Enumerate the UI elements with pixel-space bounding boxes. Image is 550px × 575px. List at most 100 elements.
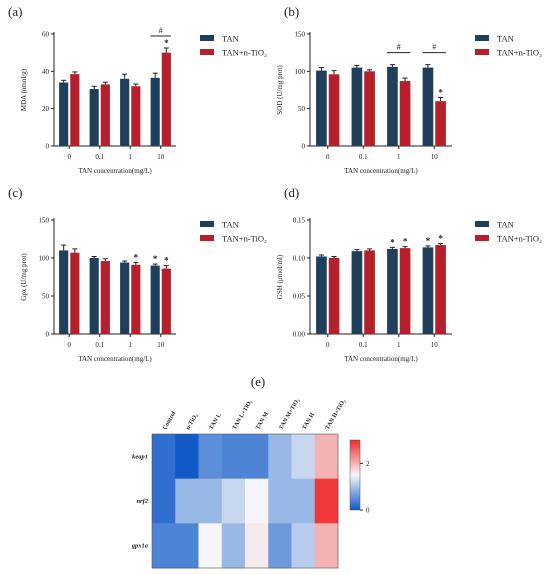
heatmap-cell	[314, 434, 339, 480]
y-tick-label: 150	[39, 217, 50, 225]
bar	[422, 67, 434, 146]
bar	[364, 71, 375, 146]
heatmap-column-label: TAN L+TiO₂	[232, 399, 254, 431]
legend-label: TAN+n-TiO₂	[497, 48, 542, 58]
heatmap-cell	[221, 523, 246, 569]
y-tick-label: 50	[298, 105, 306, 113]
y-axis-label: GSH (μmol/ml)	[276, 254, 284, 299]
y-tick-label: 0.15	[293, 217, 306, 225]
heatmap-cell	[291, 478, 316, 524]
legend-label: TAN	[222, 220, 239, 230]
heatmap-cell	[268, 523, 292, 569]
y-tick-label: 100	[295, 68, 306, 76]
heatmap-cell	[221, 478, 246, 524]
y-tick-label: 40	[42, 68, 50, 76]
bar	[351, 251, 363, 334]
legend-swatch	[200, 235, 214, 241]
heatmap-cell	[314, 478, 339, 524]
x-tick-label: 1	[129, 341, 133, 349]
x-tick-label: 0	[68, 153, 72, 161]
legend-swatch	[475, 221, 489, 227]
bar	[422, 247, 434, 334]
panel-c: (c) 0 50 100 150 Gpx (U/mg prot) 0 0.1 1 10 TAN co…	[8, 185, 267, 363]
significance-star: *	[134, 253, 139, 263]
significance-star: *	[164, 38, 169, 48]
panel-label: (a)	[8, 4, 22, 19]
bar	[435, 101, 446, 146]
heatmap-column-label: TAN L	[209, 413, 223, 431]
legend-label: TAN+n-TiO₂	[222, 48, 267, 58]
bar	[316, 256, 327, 334]
bar	[351, 67, 363, 146]
heatmap-column-label: Control	[162, 410, 177, 431]
heatmap-cell	[245, 434, 269, 480]
x-tick-label: 10	[157, 341, 165, 349]
heatmap-cell	[152, 478, 176, 524]
significance-star: *	[438, 234, 443, 244]
y-tick-label: 0	[46, 331, 50, 339]
x-axis-label: TAN concentration(mg/L)	[78, 355, 152, 363]
x-axis-label: TAN concentration(mg/L)	[78, 167, 152, 175]
x-tick-label: 0.1	[95, 153, 104, 161]
x-tick-label: 0.1	[95, 341, 104, 349]
panel-b: (b) 0 50 100 150 SOD (U/mg prot) 0 0.1 1 10 TAN co…	[276, 4, 542, 175]
y-tick-label: 0.00	[293, 331, 306, 339]
x-tick-label: 1	[397, 341, 401, 349]
y-tick-label: 50	[42, 293, 50, 301]
x-tick-label: 1	[397, 153, 401, 161]
bar	[387, 66, 398, 146]
x-axis-label: TAN concentration(mg/L)	[344, 355, 418, 363]
y-tick-label: 150	[295, 31, 306, 39]
bar	[131, 86, 141, 146]
heatmap-column-label: TAN H+TiO₂	[325, 399, 347, 431]
x-tick-label: 0	[326, 341, 330, 349]
legend-label: TAN	[497, 34, 514, 44]
x-tick-label: 1	[129, 153, 133, 161]
heatmap-column-label: TAN M	[255, 411, 270, 431]
heatmap-column-label: TAN H	[302, 412, 317, 431]
heatmap-cell	[175, 434, 199, 480]
heatmap-row-label: gpx1a	[131, 543, 149, 550]
significance-star: *	[426, 236, 431, 246]
heatmap-cell	[268, 478, 292, 524]
panel-e: (e) Control n-TiO₂ TAN L TAN L+TiO₂ TAN M TAN …	[131, 374, 370, 569]
y-tick-label: 0	[46, 143, 50, 151]
legend-swatch	[200, 49, 214, 55]
heatmap-cell	[291, 523, 316, 569]
significance-star: *	[390, 237, 395, 247]
y-axis-label: Gpx (U/mg prot)	[20, 253, 28, 301]
x-tick-label: 0	[68, 341, 72, 349]
bar	[89, 89, 99, 146]
heatmap-column-label: n-TiO₂	[185, 413, 199, 431]
bar	[100, 84, 110, 146]
bar	[399, 81, 411, 146]
y-tick-label: 0	[302, 143, 306, 151]
heatmap-row-label: keap1	[132, 453, 148, 460]
panel-a: (a) 0 20 40 60 MDA (nmol/g) 0 0.1 1 10 TAN concent…	[8, 4, 267, 175]
bar	[120, 78, 130, 146]
heatmap-cell	[152, 434, 176, 480]
significance-star: *	[164, 256, 169, 266]
colorbar-tick-label: 0	[366, 507, 370, 515]
heatmap-row-label: nrf2	[136, 498, 148, 505]
significance-star: *	[438, 87, 443, 97]
heatmap-cell	[245, 523, 269, 569]
bar	[120, 262, 130, 334]
y-axis-label: SOD (U/mg prot)	[276, 65, 284, 115]
significance-star: *	[153, 254, 158, 264]
x-tick-label: 0.1	[359, 341, 368, 349]
x-tick-label: 10	[431, 341, 439, 349]
colorbar	[349, 439, 361, 511]
comparison-mark: #	[159, 26, 163, 35]
heatmap-cell	[152, 523, 176, 569]
heatmap-cell	[268, 434, 292, 480]
colorbar-tick-label: 2	[366, 460, 370, 468]
bar	[70, 74, 80, 146]
legend-label: TAN	[497, 220, 514, 230]
heatmap-cell	[175, 478, 199, 524]
panel-label: (c)	[8, 185, 22, 200]
panel-label: (b)	[284, 4, 299, 19]
heatmap-border	[151, 433, 339, 569]
legend-swatch	[200, 221, 214, 227]
